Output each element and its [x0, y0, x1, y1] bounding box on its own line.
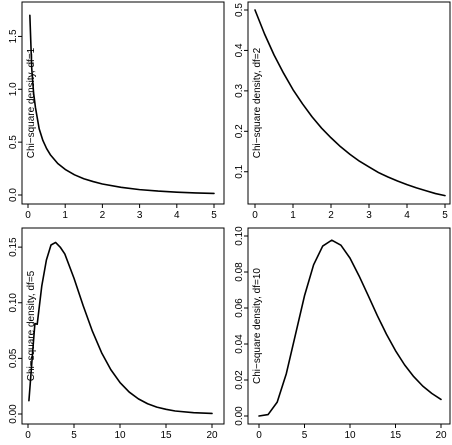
y-tick-label: 0.0 [8, 188, 19, 202]
y-tick-label: 1.5 [8, 29, 19, 43]
density-curve [258, 239, 442, 417]
plot-frame [247, 1, 451, 205]
x-tick-label: 5 [302, 430, 308, 441]
x-tick-label: 2 [328, 210, 334, 221]
plot-frame [247, 227, 451, 425]
y-tick-label: 0.4 [234, 43, 245, 57]
x-tick-label: 5 [211, 210, 217, 221]
density-curve [28, 241, 213, 415]
y-tick-label: 0.00 [8, 404, 19, 424]
y-tick-label: 0.00 [234, 406, 245, 426]
y-axis-title: Chi−square density, df=10 [252, 268, 263, 384]
x-tick-label: 4 [174, 210, 180, 221]
y-tick-label: 1.0 [8, 82, 19, 96]
chart-panel-3: 0 5 10 15 20 0.00 0.05 0.10 0.15 Chi−square densi… [8, 227, 225, 441]
y-tick-label: 0.5 [234, 3, 245, 17]
y-tick-label: 0.10 [234, 226, 245, 246]
y-axis-title: Chi−square density, df=5 [26, 270, 37, 381]
x-tick-label: 1 [62, 210, 68, 221]
y-tick-label: 0.5 [8, 135, 19, 149]
x-tick-label: 5 [71, 430, 77, 441]
chart-panel-4: 0 5 10 15 20 0.00 0.02 0.04 0.06 0.08 0.10 Chi−squa… [234, 226, 451, 441]
y-tick-label: 0.05 [8, 348, 19, 368]
chart-panel-2: 0 1 2 3 4 5 0.1 0.2 0.3 0.4 0.5 Chi−square density,… [234, 1, 451, 221]
x-tick-label: 0 [256, 430, 262, 441]
x-tick-label: 0 [252, 210, 258, 221]
x-tick-label: 4 [404, 210, 410, 221]
y-tick-label: 0.10 [8, 293, 19, 313]
x-tick-label: 0 [25, 210, 31, 221]
x-tick-label: 15 [160, 430, 172, 441]
y-axis-title: Chi−square density, df=1 [26, 47, 37, 158]
x-tick-label: 15 [390, 430, 402, 441]
x-tick-label: 10 [114, 430, 126, 441]
plot-frame [21, 227, 225, 425]
y-axis-title: Chi−square density, df=2 [252, 47, 263, 158]
y-tick-label: 0.1 [234, 164, 245, 178]
x-tick-label: 2 [100, 210, 106, 221]
density-curve [29, 14, 215, 195]
x-tick-label: 3 [137, 210, 143, 221]
y-tick-label: 0.04 [234, 334, 245, 354]
x-tick-label: 10 [344, 430, 356, 441]
y-tick-label: 0.08 [234, 262, 245, 282]
y-tick-label: 0.15 [8, 237, 19, 257]
x-tick-label: 5 [442, 210, 448, 221]
y-tick-label: 0.3 [234, 83, 245, 97]
y-tick-label: 0.06 [234, 298, 245, 318]
x-tick-label: 3 [366, 210, 372, 221]
y-tick-label: 0.02 [234, 370, 245, 390]
plot-frame [21, 1, 225, 205]
x-tick-label: 20 [206, 430, 218, 441]
x-tick-label: 1 [290, 210, 296, 221]
density-curve [254, 9, 446, 197]
chart-panel-1: 0 1 2 3 4 5 0.0 0.5 1.0 1.5 Chi−square density, df… [8, 1, 225, 221]
x-tick-label: 20 [435, 430, 447, 441]
x-tick-label: 0 [25, 430, 31, 441]
y-tick-label: 0.2 [234, 124, 245, 138]
